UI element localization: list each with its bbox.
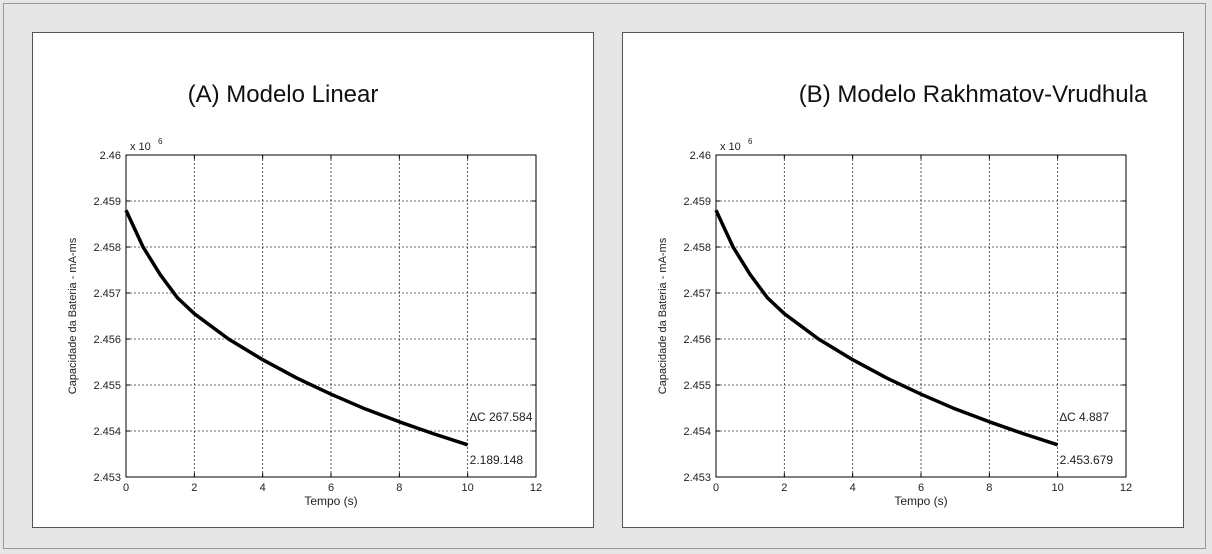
y-tick-label: 2.457 [683,288,711,300]
y-tick-label: 2.454 [683,426,711,438]
x-tick-label: 4 [260,482,266,494]
y-tick-label: 2.46 [100,150,121,162]
x-tick-label: 0 [713,482,719,494]
annotation-delta-b: ∆C 4.887 [1060,410,1110,424]
y-tick-label: 2.454 [93,426,121,438]
y-tick-label: 2.458 [683,242,711,254]
x-tick-label: 8 [986,482,992,494]
y-tick-label: 2.459 [683,196,711,208]
x-tick-label: 12 [1120,482,1132,494]
y-tick-label: 2.455 [683,380,711,392]
y-exponent-power: 6 [158,137,163,146]
y-exponent-label: x 10 [130,141,151,153]
x-tick-label: 4 [850,482,856,494]
y-tick-label: 2.459 [93,196,121,208]
y-tick-label: 2.455 [93,380,121,392]
x-axis-label: Tempo (s) [304,494,357,508]
y-tick-label: 2.456 [93,334,121,346]
x-tick-label: 10 [462,482,474,494]
x-tick-label: 12 [530,482,542,494]
chart-a: 0 2 4 6 8 10 12 2.453 2.454 2.455 2.456 2.457 2.458 2… [67,137,542,508]
y-tick-label: 2.456 [683,334,711,346]
y-tick-label: 2.457 [93,288,121,300]
y-tick-label: 2.453 [683,472,711,484]
y-tick-label: 2.458 [93,242,121,254]
panel-a: (A) Modelo Linear 0 2 4 6 8 10 12 2.453 2.454 2.4… [32,32,594,528]
y-tick-label: 2.453 [93,472,121,484]
series-line [714,209,1059,447]
y-axis-label: Capacidade da Bateria - mA-ms [657,237,669,394]
x-tick-label: 2 [781,482,787,494]
annotation-value-b: 2.453.679 [1060,453,1114,467]
y-axis-label: Capacidade da Bateria - mA-ms [67,237,79,394]
y-tick-label: 2.46 [690,150,711,162]
annotation-delta-a: ∆C 267.584 [470,410,533,424]
x-tick-label: 6 [918,482,924,494]
y-exponent-label: x 10 [720,141,741,153]
series-line [124,209,469,447]
y-exponent-power: 6 [748,137,753,146]
panel-title-a: (A) Modelo Linear [187,81,379,108]
chart-b: 0 2 4 6 8 10 12 2.453 2.454 2.455 2.456 2.457 2.458 2… [657,137,1132,508]
x-tick-label: 10 [1052,482,1064,494]
x-axis-label: Tempo (s) [894,494,947,508]
x-tick-label: 2 [191,482,197,494]
x-tick-label: 8 [396,482,402,494]
panel-b: (B) Modelo Rakhmatov-Vrudhula 0 2 4 6 8 10 12 2… [622,32,1184,528]
x-tick-label: 6 [328,482,334,494]
x-tick-label: 0 [123,482,129,494]
annotation-value-a: 2.189.148 [470,453,524,467]
panel-title-b: (B) Modelo Rakhmatov-Vrudhula [798,81,1148,108]
